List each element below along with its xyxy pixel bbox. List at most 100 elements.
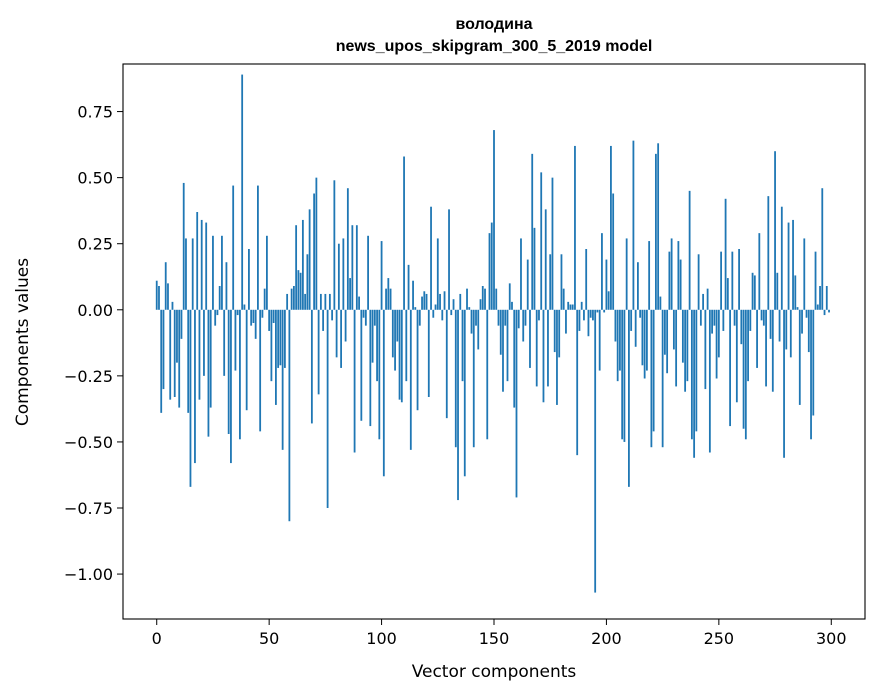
bar (556, 309, 558, 405)
bar (308, 209, 311, 310)
bar (376, 309, 378, 382)
bar (254, 309, 257, 339)
bar (364, 309, 367, 326)
bar (778, 309, 781, 342)
bar (756, 309, 758, 368)
bar (187, 309, 190, 413)
bar (814, 251, 817, 310)
bar (693, 309, 696, 458)
bar (821, 188, 824, 310)
bar (450, 309, 453, 316)
bar (515, 309, 518, 498)
bar (560, 254, 563, 310)
bar (448, 209, 450, 310)
bar (176, 309, 178, 363)
bar (628, 309, 630, 487)
bar (313, 193, 316, 310)
bar (511, 301, 513, 310)
bar (198, 309, 201, 400)
bar (268, 309, 271, 331)
bar (646, 309, 648, 371)
bar (488, 233, 491, 310)
bar (475, 309, 477, 326)
bar (708, 309, 711, 453)
bar (344, 309, 347, 342)
bar (672, 309, 675, 350)
bar (735, 309, 738, 403)
bar (490, 222, 493, 310)
bar (155, 280, 158, 310)
bar (412, 280, 414, 310)
bar (369, 309, 372, 427)
bar (720, 251, 722, 310)
bar (178, 309, 181, 408)
bar (326, 309, 329, 508)
bar (196, 212, 199, 310)
bar (724, 198, 727, 310)
bar (706, 288, 709, 310)
x-tick-label: 0 (152, 629, 162, 648)
bar (286, 293, 289, 310)
bar (780, 206, 783, 310)
bar (306, 254, 309, 310)
bar (558, 309, 561, 358)
bar (275, 309, 277, 405)
bar (526, 259, 529, 310)
bar (783, 309, 785, 458)
bar (637, 262, 639, 310)
bar (652, 309, 655, 432)
bar (828, 309, 830, 313)
bar (243, 304, 246, 310)
bar (439, 293, 441, 310)
bar (324, 293, 327, 310)
bar (310, 309, 313, 424)
bar (209, 309, 212, 408)
bar (747, 309, 749, 382)
bar (668, 251, 671, 310)
x-tick-label: 250 (704, 629, 735, 648)
bar (272, 309, 275, 323)
bar (544, 209, 547, 310)
bar (245, 309, 248, 411)
bar (547, 309, 549, 387)
bar (654, 153, 657, 310)
bar (661, 309, 664, 448)
bar (160, 309, 163, 413)
bar (639, 309, 642, 318)
bar (771, 309, 774, 392)
bar (592, 309, 594, 321)
bar (670, 238, 673, 310)
x-tick-label: 100 (366, 629, 397, 648)
bar (331, 309, 334, 321)
x-tick-label: 300 (816, 629, 847, 648)
bar (261, 309, 264, 318)
bar (576, 309, 579, 456)
bar (540, 172, 543, 310)
bar (785, 309, 788, 350)
bar (362, 309, 365, 318)
bar (574, 145, 576, 310)
bar (769, 309, 772, 339)
bar (466, 288, 468, 310)
bar (816, 304, 819, 310)
bar (562, 288, 565, 310)
bar (252, 309, 255, 323)
bar (468, 307, 471, 310)
bar (565, 309, 567, 334)
bar (207, 309, 210, 437)
bar (614, 309, 617, 342)
bar (216, 309, 219, 316)
bar (335, 309, 338, 358)
bar (659, 296, 662, 310)
bar (596, 309, 599, 313)
bar (427, 309, 430, 397)
bar (182, 182, 185, 310)
bar (493, 130, 495, 310)
bar (571, 304, 574, 310)
bar (798, 309, 801, 405)
y-axis-label: Components values (13, 258, 33, 426)
bar (538, 309, 540, 321)
bar (461, 309, 464, 382)
bar (434, 304, 437, 310)
bar (459, 293, 462, 310)
